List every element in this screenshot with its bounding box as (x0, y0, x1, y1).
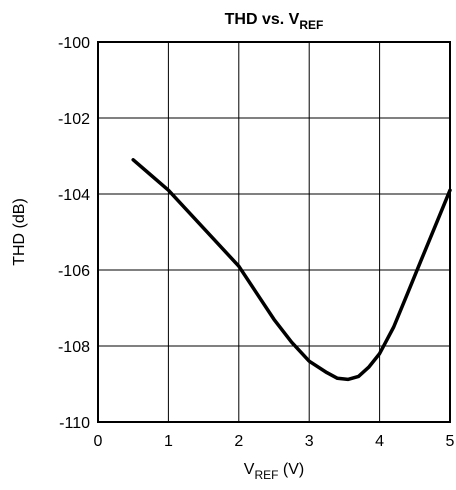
x-tick-label: 2 (234, 433, 243, 450)
chart-title-main: THD vs. V (225, 11, 300, 28)
x-axis-label-unit: (V) (278, 461, 304, 478)
x-axis-label-subscript: REF (254, 468, 278, 482)
y-tick-label: -104 (58, 187, 90, 204)
y-axis-label: THD (dB) (11, 198, 28, 266)
chart-title: THD vs. VREF (225, 11, 324, 32)
y-tick-label: -102 (58, 111, 90, 128)
x-tick-label: 0 (94, 433, 103, 450)
y-tick-labels: -100 -102 -104 -106 -108 -110 (58, 35, 90, 432)
y-tick-label: -100 (58, 35, 90, 52)
gridlines (97, 41, 451, 423)
y-tick-label: -106 (58, 263, 90, 280)
plot-area-border (97, 41, 451, 423)
x-tick-label: 1 (164, 433, 173, 450)
x-tick-labels: 0 1 2 3 4 5 (94, 433, 455, 450)
x-axis-label: VREF (V) (244, 461, 304, 482)
x-tick-label: 3 (305, 433, 314, 450)
series-line (131, 158, 452, 382)
chart-title-subscript: REF (299, 18, 323, 32)
x-tick-label: 5 (446, 433, 455, 450)
x-tick-label: 4 (375, 433, 384, 450)
y-tick-label: -108 (58, 339, 90, 356)
x-axis-label-main: V (244, 461, 255, 478)
y-tick-label: -110 (59, 415, 90, 432)
